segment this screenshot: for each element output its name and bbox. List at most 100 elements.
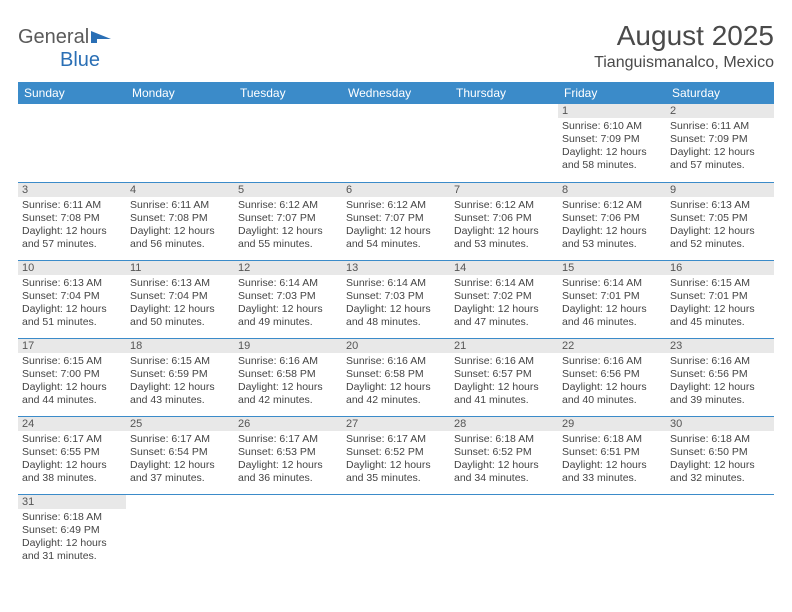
logo-text: General Blue: [18, 26, 113, 72]
day-line: Sunset: 7:01 PM: [670, 290, 770, 303]
calendar-day: 10Sunrise: 6:13 AMSunset: 7:04 PMDayligh…: [18, 260, 126, 338]
day-line: and 38 minutes.: [22, 472, 122, 485]
day-line: Sunset: 7:06 PM: [454, 212, 554, 225]
day-details: Sunrise: 6:12 AMSunset: 7:06 PMDaylight:…: [450, 197, 558, 252]
calendar-day: 27Sunrise: 6:17 AMSunset: 6:52 PMDayligh…: [342, 416, 450, 494]
day-line: Sunrise: 6:16 AM: [562, 355, 662, 368]
day-line: Daylight: 12 hours: [562, 146, 662, 159]
day-details: Sunrise: 6:18 AMSunset: 6:51 PMDaylight:…: [558, 431, 666, 486]
day-number: 16: [666, 261, 774, 275]
dayname-header: Tuesday: [234, 82, 342, 104]
day-line: Sunset: 7:05 PM: [670, 212, 770, 225]
day-line: and 44 minutes.: [22, 394, 122, 407]
day-line: Daylight: 12 hours: [130, 303, 230, 316]
day-details: Sunrise: 6:17 AMSunset: 6:53 PMDaylight:…: [234, 431, 342, 486]
day-line: Sunset: 7:02 PM: [454, 290, 554, 303]
day-line: and 45 minutes.: [670, 316, 770, 329]
day-details: Sunrise: 6:14 AMSunset: 7:03 PMDaylight:…: [234, 275, 342, 330]
day-number: 7: [450, 183, 558, 197]
day-line: Sunrise: 6:13 AM: [130, 277, 230, 290]
calendar-empty: [126, 104, 234, 182]
day-line: Daylight: 12 hours: [238, 381, 338, 394]
calendar-day: 8Sunrise: 6:12 AMSunset: 7:06 PMDaylight…: [558, 182, 666, 260]
calendar-day: 29Sunrise: 6:18 AMSunset: 6:51 PMDayligh…: [558, 416, 666, 494]
day-line: and 47 minutes.: [454, 316, 554, 329]
day-line: Sunrise: 6:18 AM: [670, 433, 770, 446]
day-number: 22: [558, 339, 666, 353]
day-line: Sunrise: 6:16 AM: [454, 355, 554, 368]
calendar-day: 26Sunrise: 6:17 AMSunset: 6:53 PMDayligh…: [234, 416, 342, 494]
day-number: 28: [450, 417, 558, 431]
calendar-day: 13Sunrise: 6:14 AMSunset: 7:03 PMDayligh…: [342, 260, 450, 338]
dayname-header: Wednesday: [342, 82, 450, 104]
day-number: 2: [666, 104, 774, 118]
day-details: Sunrise: 6:14 AMSunset: 7:03 PMDaylight:…: [342, 275, 450, 330]
day-line: and 43 minutes.: [130, 394, 230, 407]
calendar-day: 18Sunrise: 6:15 AMSunset: 6:59 PMDayligh…: [126, 338, 234, 416]
calendar-day: 25Sunrise: 6:17 AMSunset: 6:54 PMDayligh…: [126, 416, 234, 494]
calendar-week: 24Sunrise: 6:17 AMSunset: 6:55 PMDayligh…: [18, 416, 774, 494]
day-line: Sunset: 6:57 PM: [454, 368, 554, 381]
day-line: Sunset: 6:58 PM: [346, 368, 446, 381]
day-line: Sunrise: 6:17 AM: [22, 433, 122, 446]
calendar-week: 1Sunrise: 6:10 AMSunset: 7:09 PMDaylight…: [18, 104, 774, 182]
calendar-day: 17Sunrise: 6:15 AMSunset: 7:00 PMDayligh…: [18, 338, 126, 416]
calendar-day: 14Sunrise: 6:14 AMSunset: 7:02 PMDayligh…: [450, 260, 558, 338]
day-number: 10: [18, 261, 126, 275]
day-number: 23: [666, 339, 774, 353]
day-line: Sunrise: 6:18 AM: [562, 433, 662, 446]
day-line: Sunset: 7:00 PM: [22, 368, 122, 381]
day-line: and 54 minutes.: [346, 238, 446, 251]
day-line: Sunset: 7:04 PM: [22, 290, 122, 303]
logo: General Blue: [18, 20, 113, 72]
day-line: Sunrise: 6:13 AM: [670, 199, 770, 212]
day-line: Sunrise: 6:17 AM: [238, 433, 338, 446]
calendar-empty: [450, 104, 558, 182]
day-details: Sunrise: 6:17 AMSunset: 6:52 PMDaylight:…: [342, 431, 450, 486]
dayname-row: SundayMondayTuesdayWednesdayThursdayFrid…: [18, 82, 774, 104]
calendar-empty: [126, 494, 234, 572]
day-line: Sunrise: 6:18 AM: [454, 433, 554, 446]
day-number: 13: [342, 261, 450, 275]
day-number: 9: [666, 183, 774, 197]
calendar-day: 15Sunrise: 6:14 AMSunset: 7:01 PMDayligh…: [558, 260, 666, 338]
calendar-day: 11Sunrise: 6:13 AMSunset: 7:04 PMDayligh…: [126, 260, 234, 338]
day-line: and 56 minutes.: [130, 238, 230, 251]
day-line: and 50 minutes.: [130, 316, 230, 329]
day-line: Daylight: 12 hours: [22, 381, 122, 394]
day-line: Sunrise: 6:14 AM: [238, 277, 338, 290]
day-details: Sunrise: 6:17 AMSunset: 6:55 PMDaylight:…: [18, 431, 126, 486]
calendar-empty: [450, 494, 558, 572]
calendar-day: 3Sunrise: 6:11 AMSunset: 7:08 PMDaylight…: [18, 182, 126, 260]
day-details: Sunrise: 6:18 AMSunset: 6:49 PMDaylight:…: [18, 509, 126, 564]
day-line: Daylight: 12 hours: [346, 225, 446, 238]
day-line: Sunset: 6:54 PM: [130, 446, 230, 459]
day-details: Sunrise: 6:18 AMSunset: 6:52 PMDaylight:…: [450, 431, 558, 486]
day-line: Daylight: 12 hours: [454, 225, 554, 238]
day-line: Daylight: 12 hours: [562, 381, 662, 394]
day-line: Daylight: 12 hours: [130, 225, 230, 238]
day-line: Daylight: 12 hours: [454, 381, 554, 394]
day-line: and 42 minutes.: [346, 394, 446, 407]
day-line: Daylight: 12 hours: [22, 537, 122, 550]
day-line: Sunrise: 6:16 AM: [670, 355, 770, 368]
day-number: 12: [234, 261, 342, 275]
day-line: and 48 minutes.: [346, 316, 446, 329]
day-line: Sunset: 6:55 PM: [22, 446, 122, 459]
calendar-body: 1Sunrise: 6:10 AMSunset: 7:09 PMDaylight…: [18, 104, 774, 572]
day-details: Sunrise: 6:15 AMSunset: 7:01 PMDaylight:…: [666, 275, 774, 330]
day-line: Sunrise: 6:12 AM: [454, 199, 554, 212]
calendar-day: 16Sunrise: 6:15 AMSunset: 7:01 PMDayligh…: [666, 260, 774, 338]
day-number: 26: [234, 417, 342, 431]
calendar-empty: [558, 494, 666, 572]
day-number: 11: [126, 261, 234, 275]
day-number: 15: [558, 261, 666, 275]
day-line: Sunset: 7:01 PM: [562, 290, 662, 303]
day-line: and 55 minutes.: [238, 238, 338, 251]
day-line: Sunrise: 6:15 AM: [22, 355, 122, 368]
day-number: 14: [450, 261, 558, 275]
day-line: Daylight: 12 hours: [22, 225, 122, 238]
day-line: Sunset: 6:53 PM: [238, 446, 338, 459]
day-line: Daylight: 12 hours: [670, 225, 770, 238]
header: General Blue August 2025 Tianguismanalco…: [18, 20, 774, 72]
